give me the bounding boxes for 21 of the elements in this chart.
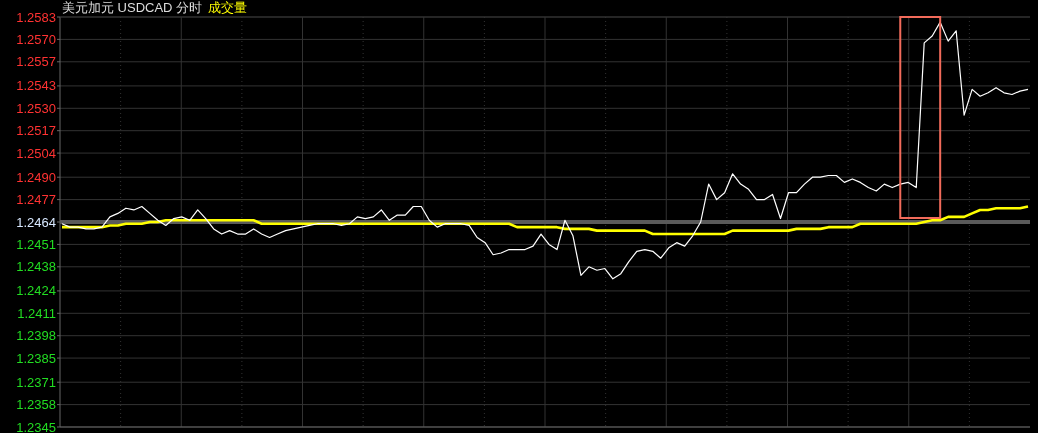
y-tick-label: 1.2517: [16, 123, 56, 139]
y-tick-label: 1.2530: [16, 100, 56, 116]
y-tick-label: 1.2490: [16, 169, 56, 185]
y-tick-label: 1.2411: [17, 305, 56, 321]
legend-item: 成交量: [208, 0, 248, 15]
y-tick-label: 1.2398: [16, 328, 56, 344]
y-tick-label: 1.2385: [16, 350, 56, 366]
y-tick-label: 1.2557: [16, 54, 56, 70]
y-tick-label: 1.2424: [16, 283, 56, 299]
y-tick-label: 1.2451: [16, 236, 56, 252]
y-tick-label: 1.2504: [16, 145, 56, 161]
y-tick-label: 1.2583: [16, 9, 56, 25]
y-tick-label: 1.2543: [16, 78, 56, 94]
title: 美元加元 USDCAD 分时: [62, 0, 203, 15]
y-tick-label: 1.2570: [16, 31, 56, 47]
y-tick-label: 1.2358: [16, 397, 56, 413]
y-tick-label: 1.2371: [16, 374, 56, 390]
y-tick-label: 1.2477: [16, 192, 56, 208]
y-tick-label: 1.2345: [16, 419, 56, 433]
y-tick-label: 1.2464: [16, 214, 56, 230]
y-tick-label: 1.2438: [16, 259, 56, 275]
